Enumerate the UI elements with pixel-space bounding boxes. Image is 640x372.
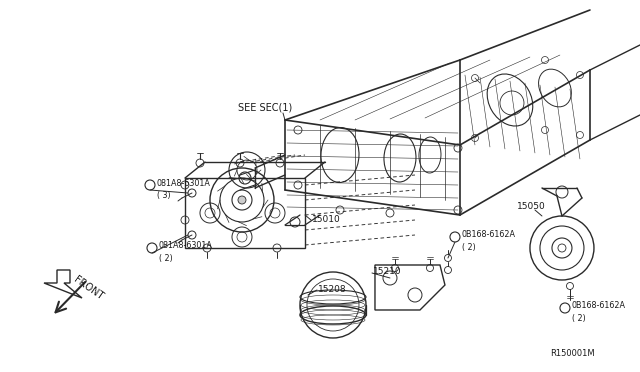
Text: 081A8-6301A: 081A8-6301A [159, 241, 213, 250]
Text: 15010: 15010 [312, 215, 340, 224]
Text: 0B168-6162A: 0B168-6162A [462, 231, 516, 240]
Text: 15050: 15050 [517, 202, 546, 212]
Text: ( 2): ( 2) [159, 254, 173, 263]
Text: R150001M: R150001M [550, 349, 595, 358]
Text: 15208: 15208 [318, 285, 347, 295]
Text: ( 2): ( 2) [462, 243, 476, 252]
Text: FRONT: FRONT [72, 274, 105, 302]
Text: ( 3): ( 3) [157, 191, 171, 200]
Text: SEE SEC(1): SEE SEC(1) [238, 102, 292, 112]
Text: ( 2): ( 2) [572, 314, 586, 323]
Circle shape [238, 196, 246, 204]
Text: 0B168-6162A: 0B168-6162A [572, 301, 626, 311]
Text: 15210: 15210 [373, 267, 402, 276]
Text: 081A8-6301A: 081A8-6301A [157, 179, 211, 187]
